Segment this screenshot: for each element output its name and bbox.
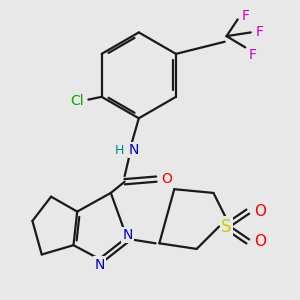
Text: F: F: [256, 25, 264, 39]
Text: O: O: [254, 204, 266, 219]
Text: S: S: [221, 218, 232, 236]
Text: F: F: [249, 48, 256, 62]
Text: N: N: [129, 143, 139, 157]
Text: O: O: [254, 234, 266, 249]
Text: N: N: [122, 228, 133, 242]
Text: O: O: [161, 172, 172, 186]
Text: Cl: Cl: [70, 94, 84, 109]
Text: N: N: [94, 258, 105, 272]
Text: H: H: [114, 143, 124, 157]
Text: F: F: [242, 9, 250, 23]
